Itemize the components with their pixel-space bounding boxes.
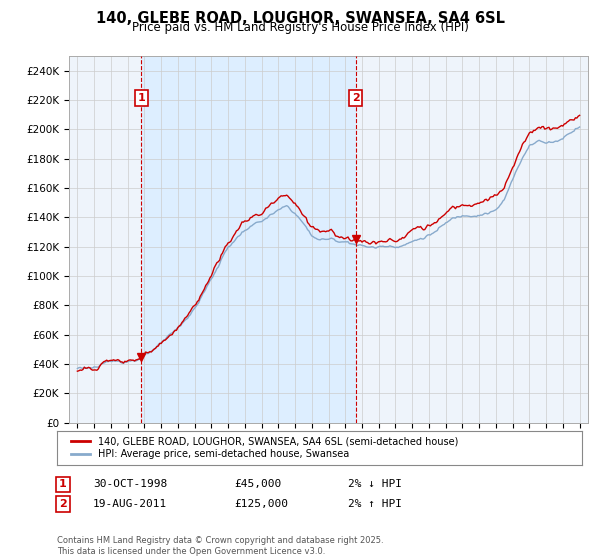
Text: 2% ↑ HPI: 2% ↑ HPI: [348, 499, 402, 509]
Text: 19-AUG-2011: 19-AUG-2011: [93, 499, 167, 509]
Text: Price paid vs. HM Land Registry's House Price Index (HPI): Price paid vs. HM Land Registry's House …: [131, 21, 469, 34]
Text: Contains HM Land Registry data © Crown copyright and database right 2025.
This d: Contains HM Land Registry data © Crown c…: [57, 536, 383, 556]
Text: 1: 1: [137, 93, 145, 103]
Text: 2% ↓ HPI: 2% ↓ HPI: [348, 479, 402, 489]
Legend: 140, GLEBE ROAD, LOUGHOR, SWANSEA, SA4 6SL (semi-detached house), HPI: Average p: 140, GLEBE ROAD, LOUGHOR, SWANSEA, SA4 6…: [67, 433, 463, 463]
Text: 1: 1: [59, 479, 67, 489]
Text: £125,000: £125,000: [234, 499, 288, 509]
Text: 30-OCT-1998: 30-OCT-1998: [93, 479, 167, 489]
Text: 2: 2: [59, 499, 67, 509]
Text: 140, GLEBE ROAD, LOUGHOR, SWANSEA, SA4 6SL: 140, GLEBE ROAD, LOUGHOR, SWANSEA, SA4 6…: [95, 11, 505, 26]
Text: 2: 2: [352, 93, 359, 103]
Text: £45,000: £45,000: [234, 479, 281, 489]
